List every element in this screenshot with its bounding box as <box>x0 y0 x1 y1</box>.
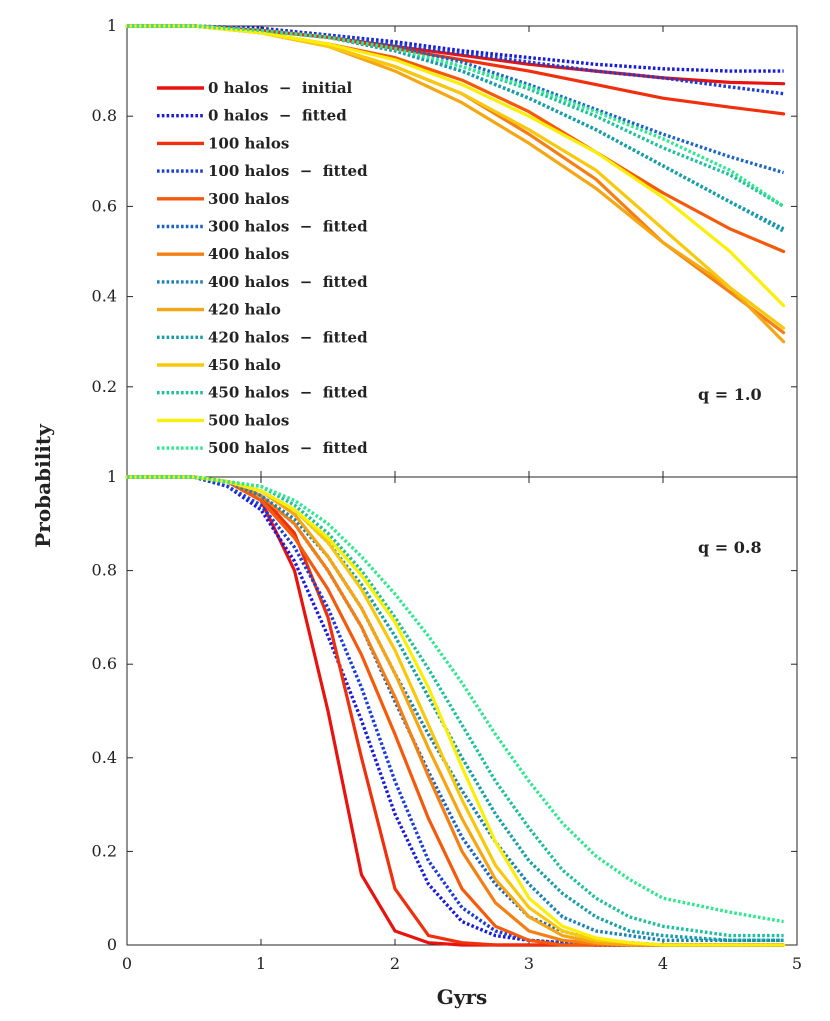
legend-label-500-halos: 500 halos <box>208 411 289 429</box>
y-tick-label: 0.8 <box>92 106 117 125</box>
series-line-500-halos-fitted <box>127 475 784 924</box>
series-line-450-halos-fitted <box>127 475 784 938</box>
legend-label-400-halos: 400 halos <box>208 245 289 263</box>
x-tick-labels: 0 1 2 3 4 5 <box>122 954 802 973</box>
y-tick-label: 0.4 <box>92 287 117 306</box>
x-tick-label: 0 <box>122 954 132 973</box>
y-axis-label: Probability <box>31 423 55 548</box>
legend-label-0-halos-fitted: 0 halos − fitted <box>208 107 347 125</box>
panel-q1-annotation: q = 1.0 <box>698 385 762 404</box>
y-tick-label: 0.2 <box>92 377 117 396</box>
legend-label-420-halo: 420 halo <box>208 301 281 319</box>
series-line-500-halos-fitted <box>127 24 785 208</box>
legend: 0 halos − initial 0 halos − fitted 100 hal… <box>157 79 368 457</box>
legend-label-420-halos-fitted: 420 halos − fitted <box>208 328 368 346</box>
x-axis-label: Gyrs <box>437 985 488 1009</box>
y-tick-label: 1 <box>107 467 117 486</box>
panel-q1: 0.2 0.4 0.6 0.8 1 q = 1.0 <box>92 16 798 478</box>
legend-label-100-halos: 100 halos <box>208 134 289 152</box>
legend-label-300-halos-fitted: 300 halos − fitted <box>208 218 368 236</box>
series-line-500-halos <box>125 475 786 947</box>
panel-q08-annotation: q = 0.8 <box>698 538 762 557</box>
x-tick-label: 4 <box>658 954 668 973</box>
panel-q08-lines <box>125 475 786 947</box>
legend-label-450-halos-fitted: 450 halos − fitted <box>208 384 368 402</box>
y-tick-label: 0.6 <box>92 196 117 215</box>
y-tick-label: 0.4 <box>92 748 117 767</box>
series-line-400-halos-fitted <box>127 475 784 942</box>
legend-label-400-halos-fitted: 400 halos − fitted <box>208 273 368 291</box>
legend-label-100-halos-fitted: 100 halos − fitted <box>208 162 368 180</box>
x-tick-label: 1 <box>256 954 266 973</box>
y-tick-label: 0.2 <box>92 841 117 860</box>
panel-q1-lines <box>125 24 786 344</box>
x-tick-label: 5 <box>792 954 802 973</box>
y-tick-label: 0 <box>107 935 117 954</box>
y-tick-label: 0.8 <box>92 561 117 580</box>
x-tick-label: 2 <box>390 954 400 973</box>
legend-label-300-halos: 300 halos <box>208 190 289 208</box>
panel-q08: 0 0.2 0.4 0.6 0.8 1 q = 0.8 <box>92 467 798 954</box>
series-line-0-halos-fitted <box>127 475 784 947</box>
y-tick-label: 1 <box>107 16 117 35</box>
x-tick-label: 3 <box>524 954 534 973</box>
panel-q08-ticks: 0 0.2 0.4 0.6 0.8 1 <box>92 467 798 954</box>
legend-label-500-halos-fitted: 500 halos − fitted <box>208 439 368 457</box>
legend-label-450-halo: 450 halo <box>208 356 281 374</box>
panel-q1-ticks: 0.2 0.4 0.6 0.8 1 <box>92 16 798 477</box>
y-tick-label: 0.6 <box>92 654 117 673</box>
legend-label-0-halos-initial: 0 halos − initial <box>208 79 353 97</box>
panel-q08-frame <box>126 476 798 946</box>
